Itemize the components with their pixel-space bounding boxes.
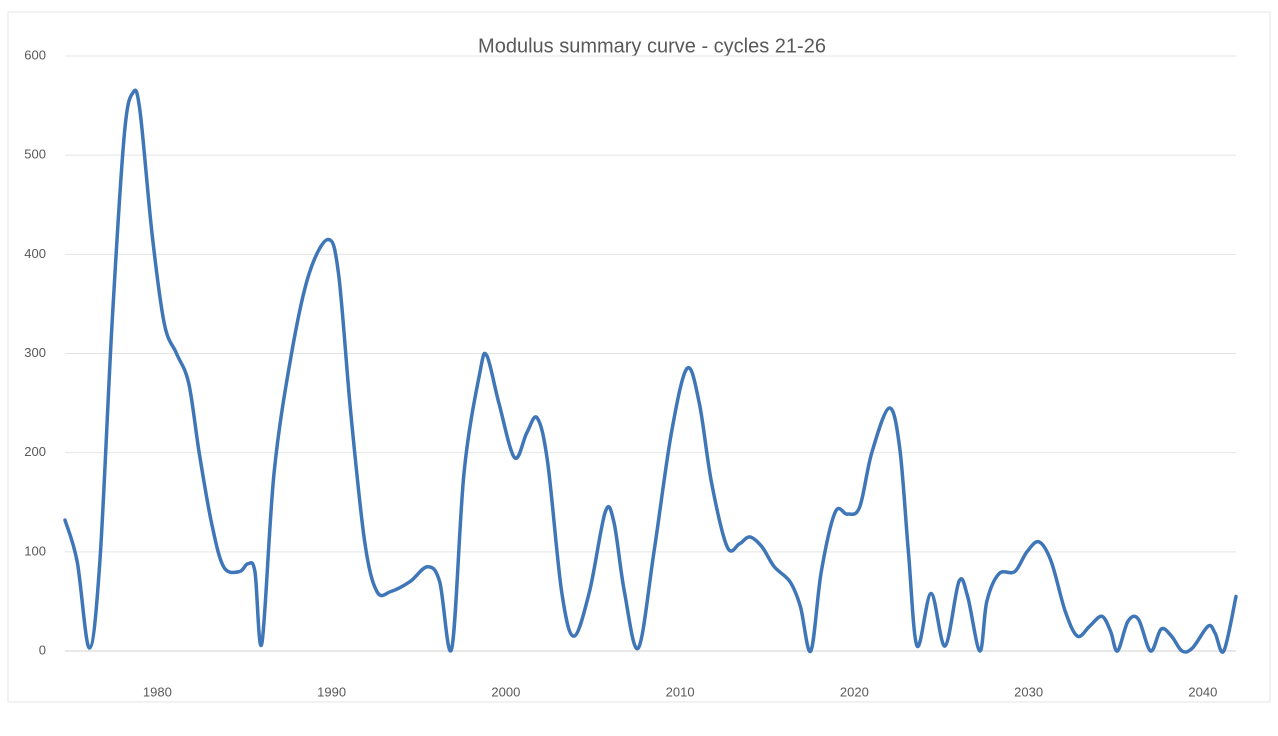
y-tick-label: 400: [24, 246, 46, 261]
x-tick-label: 2030: [1014, 684, 1043, 699]
x-tick-label: 1990: [317, 684, 346, 699]
y-tick-label: 500: [24, 147, 46, 162]
y-tick-label: 300: [24, 345, 46, 360]
x-tick-label: 2020: [840, 684, 869, 699]
chart-title: Modulus summary curve - cycles 21-26: [478, 35, 826, 57]
y-tick-label: 600: [24, 47, 46, 62]
chart-frame: [7, 11, 1271, 703]
x-tick-label: 2040: [1188, 684, 1217, 699]
x-tick-label: 2010: [666, 684, 695, 699]
y-tick-label: 200: [24, 444, 46, 459]
y-tick-label: 0: [39, 642, 46, 657]
line-series: [63, 88, 1238, 654]
x-tick-label: 1980: [143, 684, 172, 699]
x-tick-label: 2000: [491, 684, 520, 699]
y-tick-label: 100: [24, 543, 46, 558]
